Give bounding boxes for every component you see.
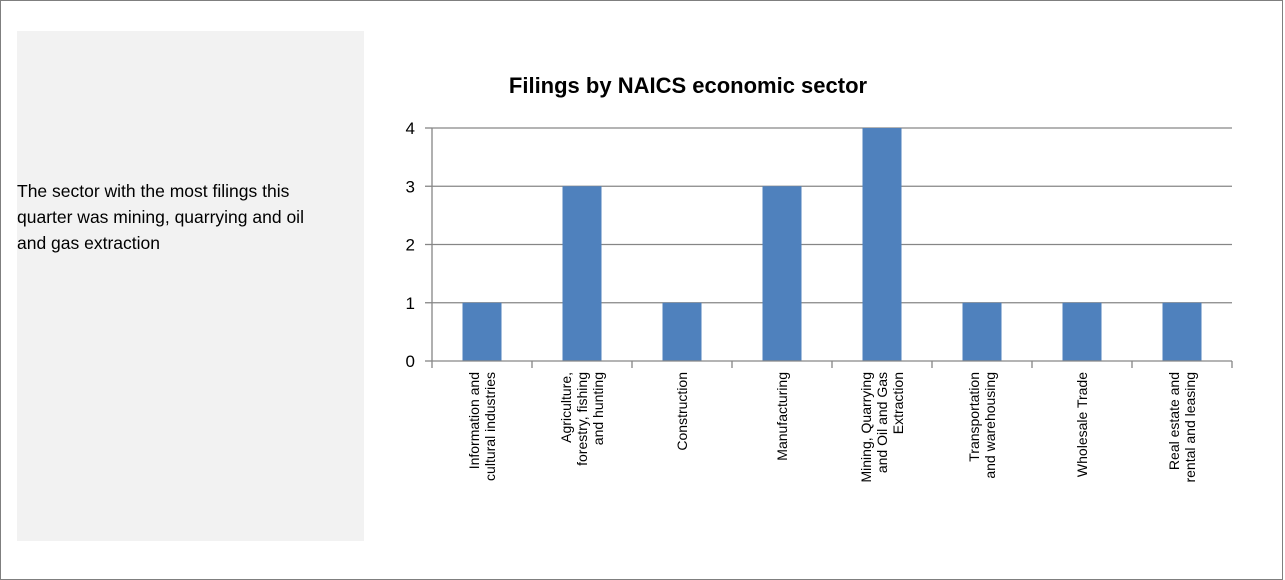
category-label-line: and hunting <box>590 372 606 445</box>
category-label-1: Agriculture, forestry, fishing and hunting <box>558 372 606 466</box>
y-tick-label-3: 3 <box>406 177 415 196</box>
category-label-line: and Oil and Gas <box>874 372 890 473</box>
summary-text: The sector with the most filings this qu… <box>17 181 304 253</box>
category-label-line: Construction <box>674 372 690 451</box>
category-label-line: Information and <box>466 372 482 469</box>
category-labels: Information and cultural industries Agricu… <box>466 372 1198 483</box>
bar-6 <box>1062 302 1102 361</box>
summary-panel <box>17 31 364 541</box>
category-label-line: Mining, Quarrying <box>858 372 874 483</box>
category-label-0: Information and cultural industries <box>466 372 498 481</box>
category-label-6: Wholesale Trade <box>1074 372 1090 477</box>
grid-lines <box>432 127 1232 304</box>
bar-7 <box>1162 302 1202 361</box>
category-label-line: Wholesale Trade <box>1074 372 1090 477</box>
category-label-line: and warehousing <box>982 372 998 479</box>
y-tick-label-2: 2 <box>406 236 415 255</box>
category-label-2: Construction <box>674 372 690 451</box>
axes: 0 1 2 3 4 <box>406 119 1233 371</box>
category-label-7: Real estate and rental and leasing <box>1166 372 1198 483</box>
category-label-line: rental and leasing <box>1182 372 1198 483</box>
chart-title: Filings by NAICS economic sector <box>509 73 868 98</box>
category-label-line: forestry, fishing <box>574 372 590 466</box>
y-tick-label-1: 1 <box>406 294 415 313</box>
y-tick-label-4: 4 <box>406 119 415 138</box>
bar-2 <box>662 302 702 361</box>
category-label-line: cultural industries <box>482 372 498 481</box>
category-label-5: Transportation and warehousing <box>966 372 998 479</box>
category-label-line: Agriculture, <box>558 372 574 443</box>
bar-3 <box>762 186 802 361</box>
category-label-3: Manufacturing <box>774 372 790 461</box>
bars <box>462 128 1202 361</box>
bar-chart: Filings by NAICS economic sector 0 1 2 3 4 I… <box>406 73 1233 483</box>
bar-1 <box>562 186 602 361</box>
category-label-4: Mining, Quarrying and Oil and Gas Extracti… <box>858 372 906 483</box>
category-label-line: Extraction <box>890 372 906 434</box>
category-label-line: Transportation <box>966 372 982 462</box>
bar-0 <box>462 302 502 361</box>
y-tick-label-0: 0 <box>406 352 415 371</box>
category-label-line: Real estate and <box>1166 372 1182 470</box>
bar-4 <box>862 128 902 361</box>
category-label-line: Manufacturing <box>774 372 790 461</box>
bar-5 <box>962 302 1002 361</box>
